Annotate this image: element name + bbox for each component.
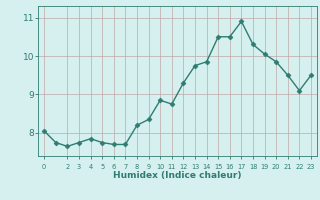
X-axis label: Humidex (Indice chaleur): Humidex (Indice chaleur) [113, 171, 242, 180]
